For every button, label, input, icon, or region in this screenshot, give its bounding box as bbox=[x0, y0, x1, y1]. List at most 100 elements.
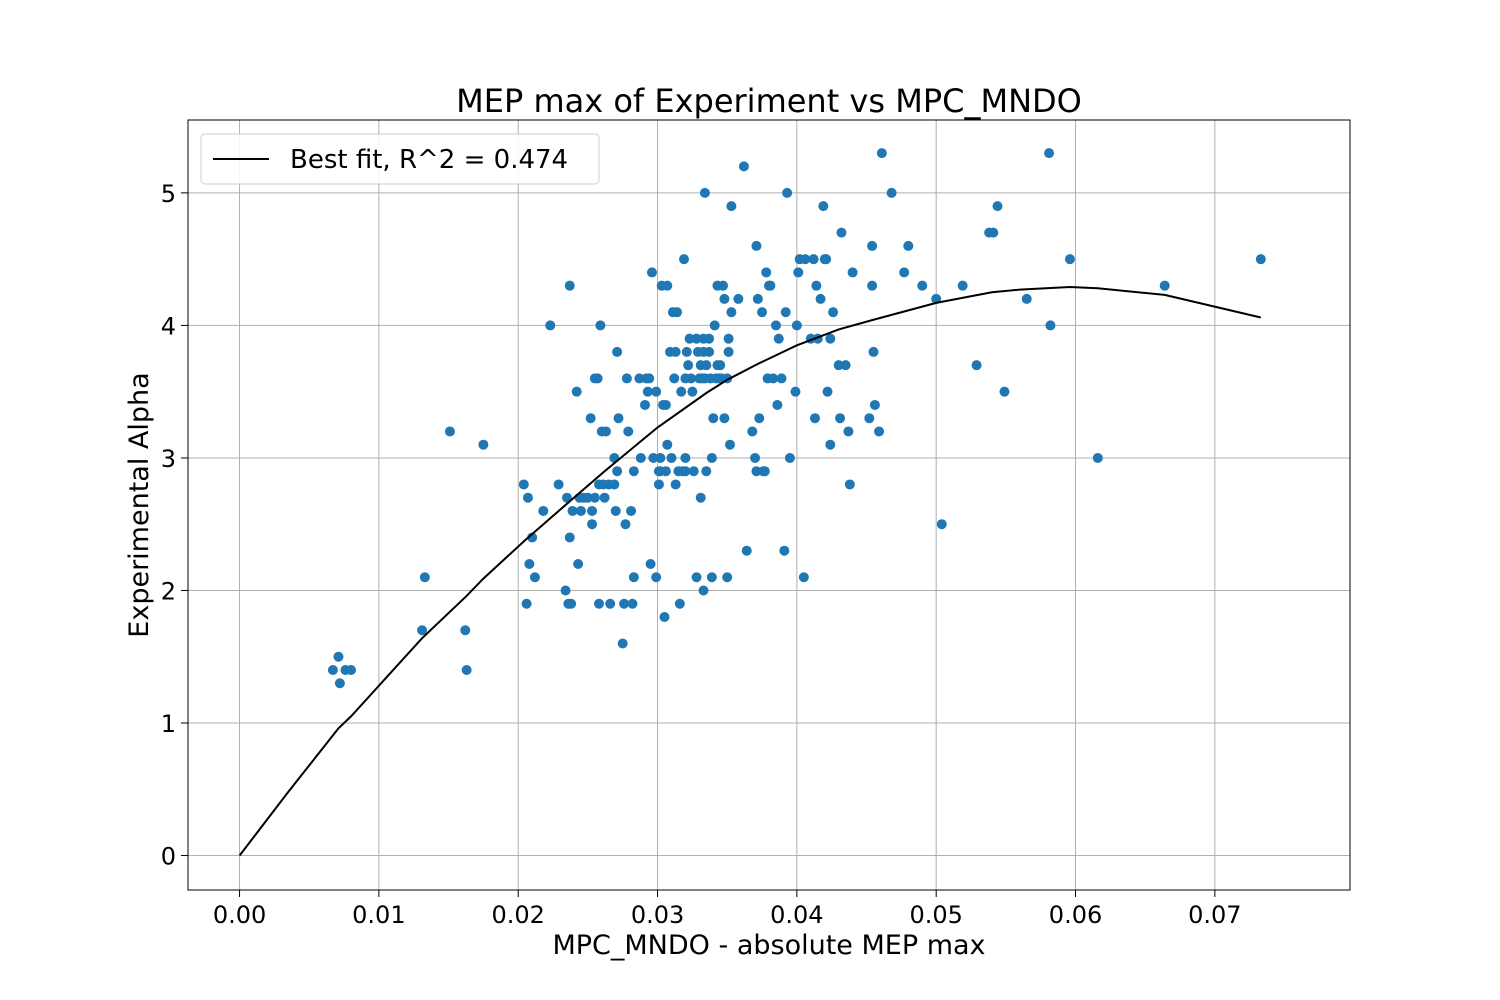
scatter-point bbox=[709, 320, 720, 331]
scatter-point bbox=[646, 267, 657, 278]
scatter-point bbox=[670, 479, 681, 490]
scatter-point bbox=[811, 280, 822, 291]
scatter-point bbox=[444, 426, 455, 437]
scatter-point bbox=[840, 360, 851, 371]
scatter-point bbox=[750, 452, 761, 463]
y-tick-label: 3 bbox=[161, 445, 176, 473]
scatter-point bbox=[571, 386, 582, 397]
scatter-point bbox=[874, 426, 885, 437]
scatter-point bbox=[635, 452, 646, 463]
scatter-point bbox=[628, 466, 639, 477]
scatter-point bbox=[836, 227, 847, 238]
scatter-point bbox=[835, 413, 846, 424]
scatter-point bbox=[575, 505, 586, 516]
y-tick-label: 4 bbox=[161, 312, 176, 340]
scatter-point bbox=[776, 373, 787, 384]
scatter-point bbox=[605, 598, 616, 609]
scatter-point bbox=[518, 479, 529, 490]
scatter-point bbox=[992, 201, 1003, 212]
scatter-point bbox=[701, 466, 712, 477]
plot-frame bbox=[187, 119, 1351, 891]
scatter-point bbox=[718, 280, 729, 291]
scatter-point bbox=[617, 638, 628, 649]
scatter-point bbox=[681, 346, 692, 357]
scatter-point bbox=[706, 572, 717, 583]
scatter-point bbox=[773, 333, 784, 344]
scatter-point bbox=[818, 201, 829, 212]
scatter-point bbox=[790, 386, 801, 397]
y-tick-label: 1 bbox=[161, 710, 176, 738]
scatter-point bbox=[612, 466, 623, 477]
scatter-point bbox=[751, 466, 762, 477]
scatter-point bbox=[780, 307, 791, 318]
scatter-point bbox=[867, 280, 878, 291]
scatter-point bbox=[594, 598, 605, 609]
legend-box bbox=[200, 133, 600, 185]
best-fit-line bbox=[238, 285, 1262, 857]
scatter-point bbox=[899, 267, 910, 278]
scatter-point bbox=[666, 452, 677, 463]
scatter-point bbox=[524, 558, 535, 569]
scatter-point bbox=[619, 598, 630, 609]
scatter-point bbox=[553, 479, 564, 490]
scatter-point bbox=[648, 452, 659, 463]
scatter-point bbox=[461, 665, 472, 675]
scatter-point bbox=[761, 267, 772, 278]
x-tick-label: 0.00 bbox=[213, 901, 266, 929]
x-tick-label: 0.04 bbox=[770, 901, 823, 929]
scatter-point bbox=[828, 307, 839, 318]
scatter-point bbox=[560, 585, 571, 596]
scatter-point bbox=[793, 267, 804, 278]
scatter-point bbox=[573, 558, 584, 569]
scatter-point bbox=[659, 611, 670, 622]
legend-label: Best fit, R^2 = 0.474 bbox=[290, 145, 568, 175]
scatter-point bbox=[589, 492, 600, 503]
scatter-point bbox=[567, 505, 578, 516]
scatter-point bbox=[627, 598, 638, 609]
scatter-point bbox=[478, 439, 489, 450]
scatter-point bbox=[582, 492, 593, 503]
scatter-point bbox=[808, 254, 819, 265]
scatter-point bbox=[715, 360, 726, 371]
scatter-point bbox=[679, 254, 690, 265]
scatter-point bbox=[334, 678, 345, 689]
grid-layer bbox=[188, 120, 1350, 890]
scatter-point bbox=[600, 426, 611, 437]
scatter-point bbox=[936, 519, 947, 530]
scatter-point bbox=[782, 187, 793, 198]
scatter-point bbox=[798, 572, 809, 583]
scatter-point bbox=[741, 545, 752, 556]
scatter-point bbox=[662, 280, 673, 291]
scatter-point bbox=[738, 161, 749, 172]
scatter-point bbox=[701, 360, 712, 371]
data-layer bbox=[238, 148, 1266, 857]
scatter-point bbox=[628, 572, 639, 583]
scatter-point bbox=[683, 360, 694, 371]
scatter-point bbox=[699, 187, 710, 198]
scatter-point bbox=[957, 280, 968, 291]
scatter-point bbox=[587, 519, 598, 530]
scatter-point bbox=[669, 373, 680, 384]
scatter-point bbox=[685, 373, 696, 384]
scatter-point bbox=[867, 240, 878, 251]
scatter-point bbox=[417, 625, 428, 636]
scatter-point bbox=[971, 360, 982, 371]
x-axis: 0.00 0.01 0.02 0.03 0.04 0.05 0.06 0.07 bbox=[213, 890, 1242, 929]
scatter-point bbox=[327, 665, 338, 675]
scatter-point bbox=[626, 505, 637, 516]
scatter-point bbox=[585, 413, 596, 424]
scatter-point bbox=[1045, 320, 1056, 331]
scatter-point bbox=[844, 479, 855, 490]
scatter-point bbox=[676, 386, 687, 397]
scatter-point bbox=[612, 346, 623, 357]
scatter-point bbox=[723, 346, 734, 357]
scatter-point bbox=[691, 333, 702, 344]
chart-title: MEP max of Experiment vs MPC_MNDO bbox=[456, 82, 1082, 120]
scatter-point bbox=[770, 320, 781, 331]
scatter-point bbox=[757, 307, 768, 318]
scatter-point bbox=[670, 346, 681, 357]
scatter-point bbox=[623, 426, 634, 437]
scatter-point bbox=[719, 293, 730, 304]
scatter-point bbox=[747, 426, 758, 437]
